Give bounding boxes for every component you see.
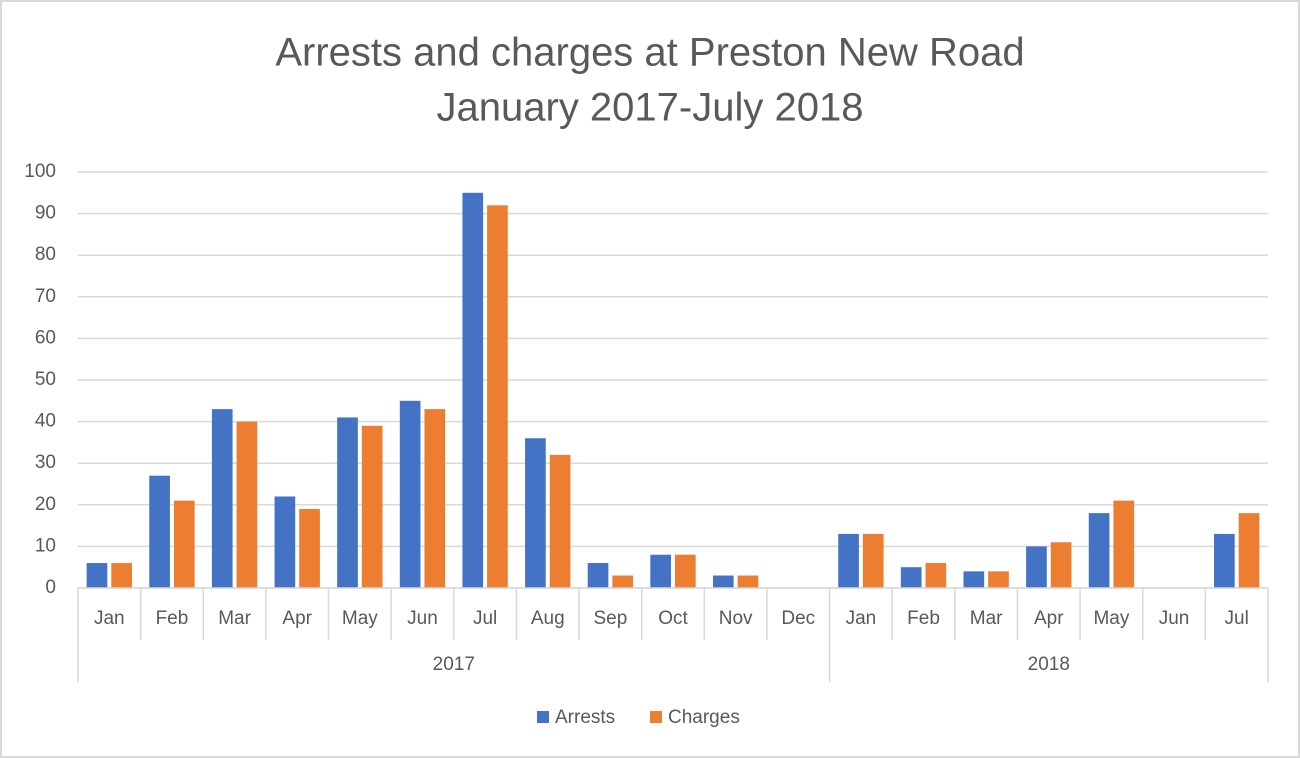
x-tick-label: Jul [1225,608,1249,629]
x-tick-label: Apr [282,608,312,629]
bar [525,438,546,588]
bar [549,454,571,588]
x-tick-label: Jun [1159,608,1190,629]
y-tick-label: 0 [45,577,56,598]
bar [737,575,759,588]
chart-title: Arrests and charges at Preston New Road [275,31,1024,75]
x-tick-label: Jan [94,608,125,629]
bar [1088,513,1110,588]
bar [650,554,671,588]
bar [925,563,947,588]
bar [838,533,859,588]
y-tick-label: 100 [24,161,56,182]
bar [424,409,446,588]
x-tick-label: May [1093,608,1129,629]
bar [988,571,1009,588]
group-label: 2018 [1028,654,1070,675]
bar [86,563,108,588]
y-tick-label: 30 [35,452,56,473]
bar [900,567,922,588]
bar [361,425,383,588]
bar [862,533,884,588]
chart-subtitle: January 2017-July 2018 [437,86,864,130]
legend-swatch [537,711,549,723]
x-tick-label: Apr [1034,608,1064,629]
bar [462,192,484,589]
bar [1026,546,1047,588]
y-tick-label: 70 [35,286,56,307]
bar [963,571,985,588]
x-tick-label: Jul [473,608,497,629]
x-tick-label: Mar [218,608,251,629]
bar [173,500,195,588]
x-tick-label: Jun [407,608,438,629]
bar [111,563,132,588]
bar [211,409,233,588]
legend-label: Charges [668,707,740,728]
y-tick-label: 20 [35,494,56,515]
x-tick-label: Jan [846,608,877,629]
bar [399,400,421,588]
y-tick-label: 80 [35,244,56,265]
bar [274,496,296,588]
x-tick-label: Oct [658,608,688,629]
group-label: 2017 [433,654,475,675]
bar [337,417,358,588]
x-tick-label: Aug [531,608,565,629]
bar [236,421,258,588]
x-tick-label: Dec [781,608,815,629]
y-tick-label: 10 [35,535,56,556]
bar [587,563,609,588]
y-tick-label: 40 [35,411,56,432]
legend-label: Arrests [555,707,615,728]
legend-swatch [650,711,662,723]
bar [1238,513,1260,588]
bar [149,475,170,588]
bar [487,205,508,588]
bar [712,575,734,588]
bar [1113,500,1135,588]
bar [299,508,320,588]
bar [1050,542,1072,588]
x-tick-label: Mar [970,608,1003,629]
x-tick-label: Nov [719,608,753,629]
y-tick-label: 90 [35,203,56,224]
x-tick-label: Sep [593,608,627,629]
y-tick-label: 50 [35,369,56,390]
bar [1214,533,1235,588]
x-tick-label: Feb [907,608,940,629]
y-tick-label: 60 [35,327,56,348]
bar [612,575,634,588]
bar [675,554,696,588]
x-tick-label: Feb [156,608,189,629]
x-tick-label: May [342,608,378,629]
